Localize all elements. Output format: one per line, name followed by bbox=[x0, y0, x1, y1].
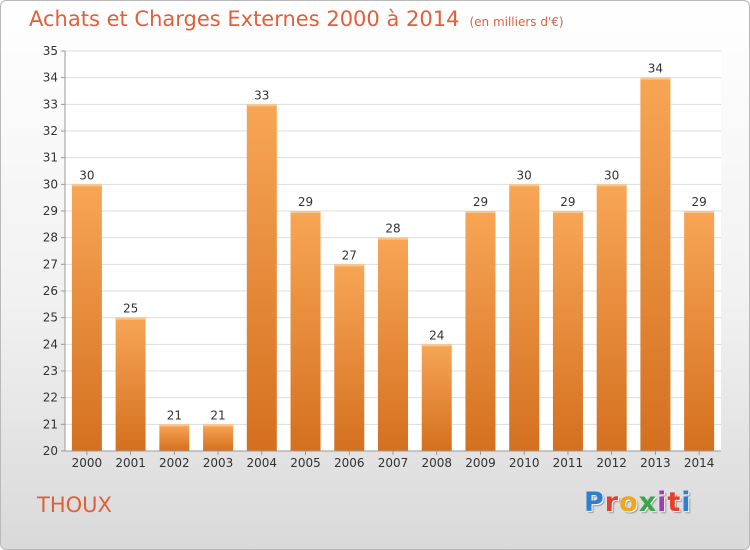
y-tick-label: 28 bbox=[43, 231, 58, 245]
bar bbox=[203, 424, 234, 451]
bar-value-label: 28 bbox=[385, 222, 400, 236]
bar bbox=[421, 344, 452, 451]
chart-title-text: Achats et Charges Externes 2000 à 2014 bbox=[29, 7, 460, 31]
bar-value-label: 29 bbox=[298, 195, 313, 209]
bar-value-label: 29 bbox=[473, 195, 488, 209]
bar-value-label: 29 bbox=[560, 195, 575, 209]
bar-highlight bbox=[552, 211, 583, 213]
bar bbox=[509, 184, 540, 452]
y-tick-label: 25 bbox=[43, 311, 58, 325]
y-tick-label: 30 bbox=[43, 177, 58, 191]
x-tick-label: 2004 bbox=[247, 456, 278, 470]
bar bbox=[465, 211, 496, 451]
bar-value-label: 21 bbox=[167, 408, 182, 422]
bar-highlight bbox=[290, 211, 321, 213]
bar-highlight bbox=[115, 317, 146, 320]
bar-highlight bbox=[334, 264, 365, 267]
bar bbox=[159, 424, 190, 451]
x-tick-label: 2006 bbox=[334, 456, 365, 470]
y-tick-label: 31 bbox=[43, 151, 58, 165]
y-tick-label: 23 bbox=[43, 364, 58, 378]
y-tick-label: 33 bbox=[43, 97, 58, 111]
x-tick-label: 2010 bbox=[509, 456, 540, 470]
y-tick-label: 29 bbox=[43, 204, 58, 218]
value-labels: 30 25 21 21 33 29 27 28 24 29 30 29 30 34 29 bbox=[79, 62, 707, 423]
y-tick-label: 34 bbox=[43, 71, 58, 85]
y-tick-label: 32 bbox=[43, 124, 58, 138]
x-tick-label: 2003 bbox=[203, 456, 234, 470]
bar-highlight bbox=[640, 77, 671, 80]
x-tick-label: 2002 bbox=[159, 456, 190, 470]
bar bbox=[684, 211, 715, 451]
y-tick-label: 21 bbox=[43, 417, 58, 431]
y-tick-label: 22 bbox=[43, 391, 58, 405]
y-tick-label: 20 bbox=[43, 444, 58, 458]
bar-value-label: 25 bbox=[123, 302, 138, 316]
y-tick-label: 26 bbox=[43, 284, 58, 298]
bar-highlight bbox=[246, 104, 277, 107]
logo-letter: t bbox=[667, 487, 682, 518]
bar-value-label: 21 bbox=[210, 408, 225, 422]
bar-highlight bbox=[465, 211, 496, 213]
bar bbox=[290, 211, 321, 451]
bar bbox=[246, 104, 277, 451]
commune-name: THOUX bbox=[37, 493, 112, 517]
x-tick-label: 2014 bbox=[684, 456, 715, 470]
bar bbox=[334, 264, 365, 451]
bar-value-label: 33 bbox=[254, 88, 269, 102]
bar-value-label: 34 bbox=[648, 62, 663, 76]
bar bbox=[640, 77, 671, 452]
bar-highlight bbox=[596, 184, 627, 187]
x-tick-label: 2005 bbox=[290, 456, 321, 470]
x-tick-label: 2013 bbox=[640, 456, 671, 470]
x-tick-label: 2000 bbox=[72, 456, 103, 470]
bar-highlight bbox=[71, 184, 102, 187]
bar-value-label: 30 bbox=[517, 168, 532, 182]
x-tick-label: 2008 bbox=[421, 456, 452, 470]
bar-value-label: 27 bbox=[342, 248, 357, 262]
logo-letter: P bbox=[584, 487, 605, 518]
bar-highlight bbox=[378, 237, 408, 240]
x-tick-label: 2011 bbox=[553, 456, 584, 470]
chart-unit: (en milliers d'€) bbox=[469, 15, 564, 29]
logo-letter: i bbox=[657, 487, 668, 518]
bar-value-label: 24 bbox=[429, 328, 444, 342]
bar-highlight bbox=[159, 424, 190, 427]
bar bbox=[552, 211, 583, 451]
y-tick-label: 35 bbox=[43, 44, 58, 58]
bar-highlight bbox=[509, 184, 540, 187]
x-tick-label: 2012 bbox=[596, 456, 627, 470]
bar-highlight bbox=[203, 424, 234, 427]
bars bbox=[71, 77, 715, 452]
logo-letter: o bbox=[619, 487, 639, 518]
bar-value-label: 29 bbox=[691, 195, 706, 209]
x-axis: 2000 2001 2002 2003 2004 2005 2006 2007 2008 2009… bbox=[72, 451, 715, 470]
logo-letter: x bbox=[638, 487, 658, 518]
bar bbox=[596, 184, 627, 452]
y-axis: 20 21 22 23 24 25 26 27 28 29 30 31 32 33 34 35 bbox=[43, 44, 65, 458]
y-tick-label: 24 bbox=[43, 337, 58, 351]
bar bbox=[378, 237, 408, 451]
y-tick-label: 27 bbox=[43, 257, 58, 271]
bar-highlight bbox=[684, 211, 715, 213]
chart-title: Achats et Charges Externes 2000 à 2014 (e… bbox=[29, 7, 564, 31]
bar bbox=[71, 184, 102, 452]
logo-letter: r bbox=[604, 487, 620, 518]
bar-highlight bbox=[421, 344, 452, 347]
bar-value-label: 30 bbox=[79, 168, 94, 182]
bar-value-label: 30 bbox=[604, 168, 619, 182]
bar bbox=[115, 317, 146, 451]
logo-letter: i bbox=[681, 487, 692, 518]
x-tick-label: 2001 bbox=[115, 456, 146, 470]
x-tick-label: 2009 bbox=[465, 456, 496, 470]
x-tick-label: 2007 bbox=[378, 456, 409, 470]
proxiti-logo: Proxiti bbox=[584, 487, 692, 518]
